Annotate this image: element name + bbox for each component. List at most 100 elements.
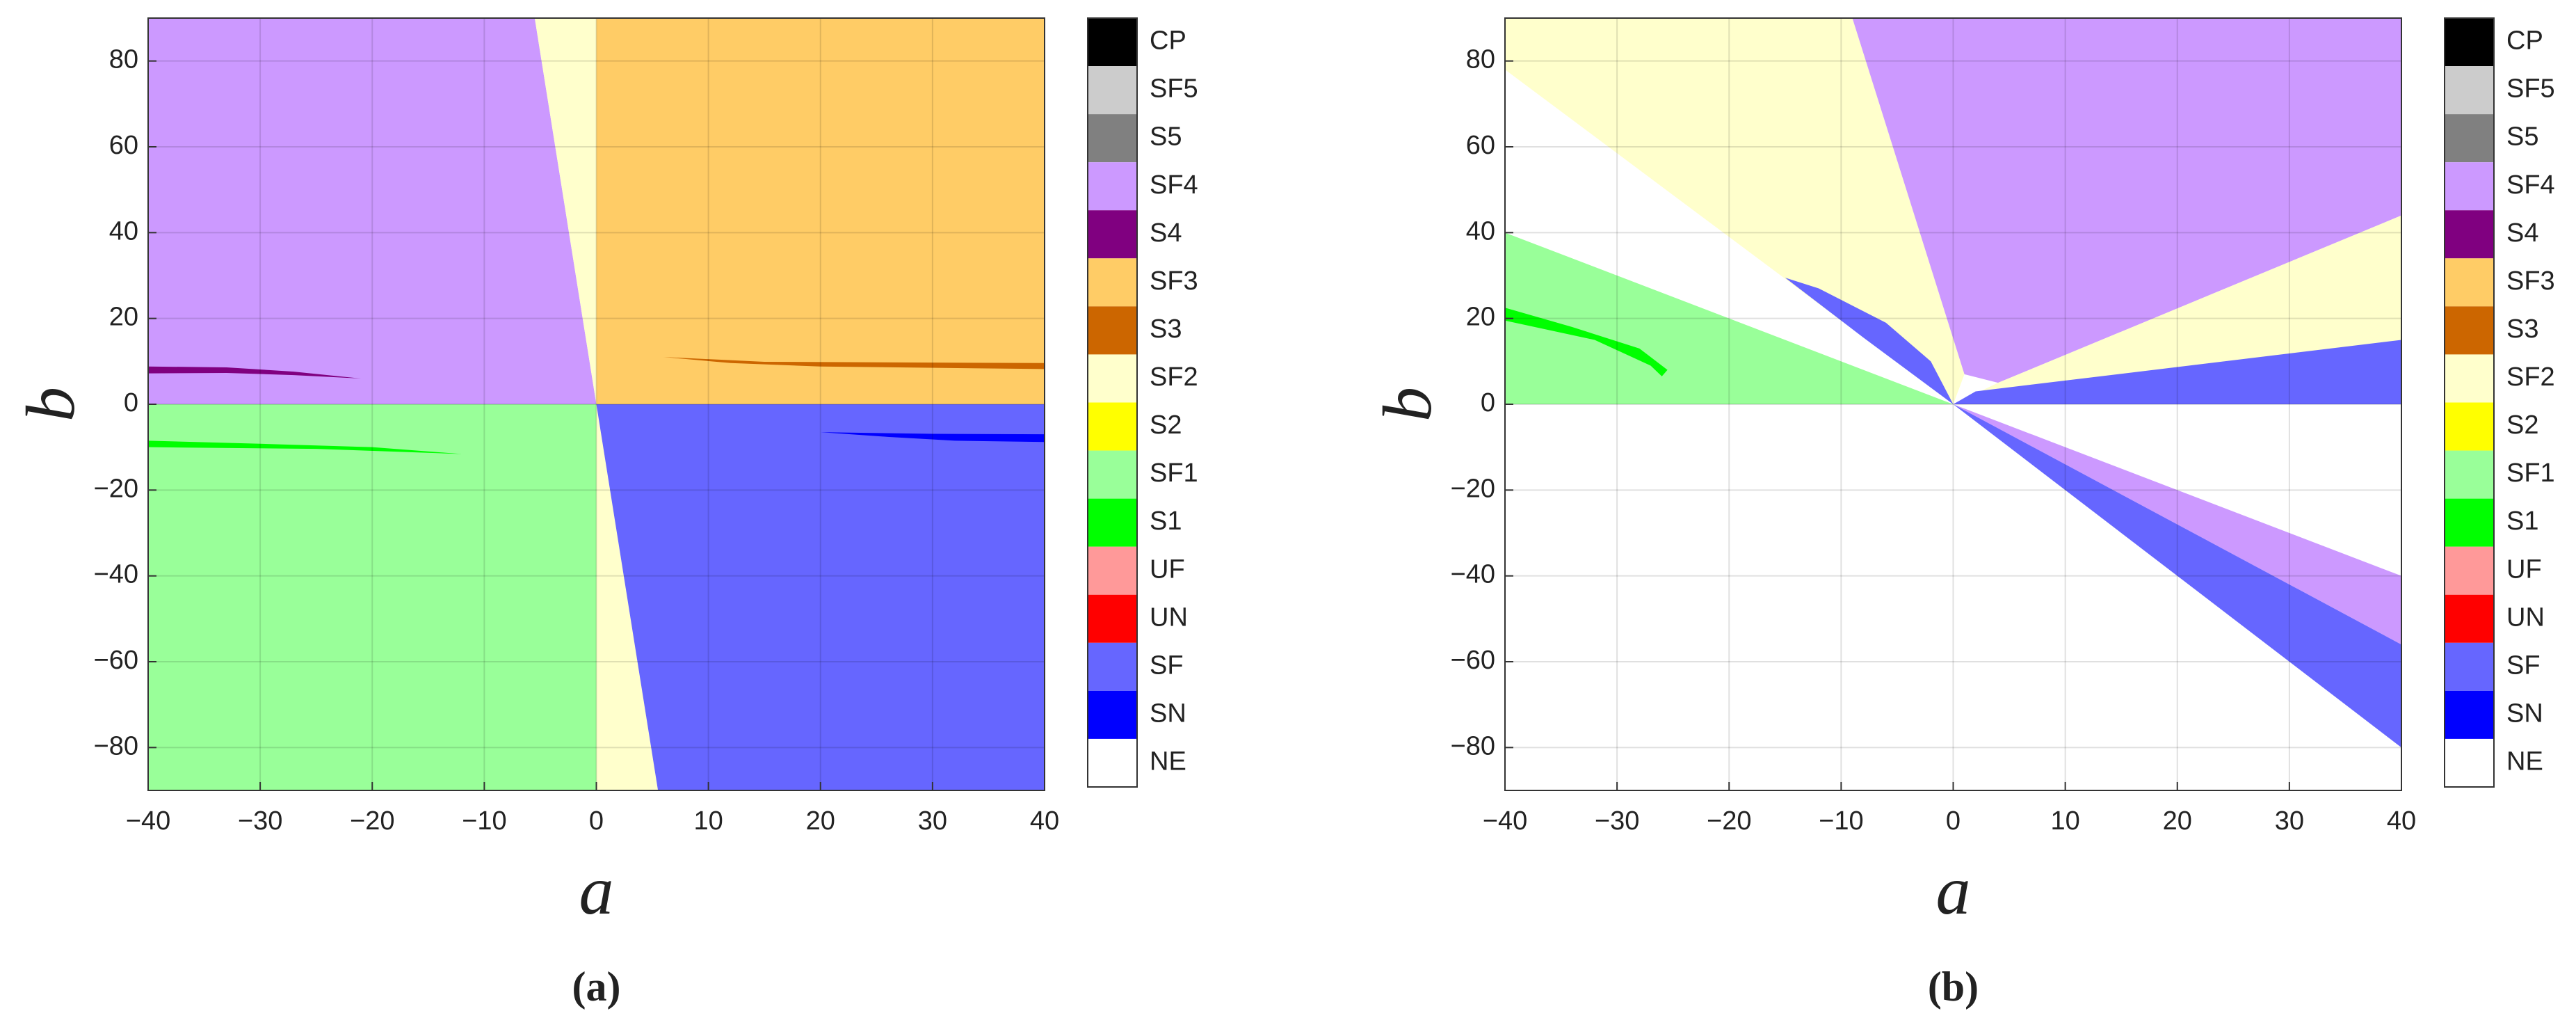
region bbox=[148, 366, 362, 379]
legend-swatch bbox=[1088, 306, 1137, 355]
legend-label: SF3 bbox=[1150, 266, 1198, 296]
legend-swatch bbox=[2445, 498, 2494, 547]
legend-label: SN bbox=[2506, 699, 2543, 728]
legend-swatch bbox=[2445, 66, 2494, 115]
legend-label: UN bbox=[1150, 603, 1188, 632]
region bbox=[534, 18, 597, 404]
x-tick-label: 0 bbox=[1946, 806, 1961, 836]
caption: (a) bbox=[572, 964, 621, 1010]
legend-label: S1 bbox=[2506, 507, 2538, 536]
y-tick-label: 40 bbox=[1466, 216, 1495, 246]
region bbox=[820, 432, 1045, 443]
y-tick-label: 0 bbox=[1481, 388, 1495, 417]
region bbox=[148, 404, 597, 790]
y-tick-label: −40 bbox=[1451, 560, 1495, 589]
y-tick-label: −60 bbox=[1451, 646, 1495, 675]
region bbox=[1505, 308, 1668, 376]
legend-swatch bbox=[1088, 114, 1137, 163]
legend-swatch bbox=[1088, 18, 1137, 67]
y-tick-label: −80 bbox=[1451, 731, 1495, 761]
y-axis-label: b bbox=[1369, 387, 1446, 422]
x-tick-label: −10 bbox=[462, 806, 506, 836]
legend-label: SF bbox=[2506, 651, 2541, 680]
region bbox=[1953, 340, 2401, 404]
legend-label: SF2 bbox=[1150, 363, 1198, 392]
legend-swatch bbox=[2445, 594, 2494, 643]
legend-swatch bbox=[2445, 690, 2494, 739]
legend-label: S4 bbox=[2506, 218, 2538, 248]
legend-swatch bbox=[1088, 258, 1137, 307]
legend-swatch bbox=[1088, 402, 1137, 451]
y-tick-label: 40 bbox=[109, 216, 138, 246]
legend-label: SF5 bbox=[1150, 74, 1198, 104]
x-tick-label: −20 bbox=[350, 806, 394, 836]
legend-label: NE bbox=[2506, 747, 2543, 777]
legend-label: S4 bbox=[1150, 218, 1182, 248]
legend-swatch bbox=[2445, 18, 2494, 67]
legend-label: SF5 bbox=[2506, 74, 2555, 104]
x-tick-label: 20 bbox=[2163, 806, 2192, 836]
region bbox=[148, 440, 462, 454]
legend-swatch bbox=[2445, 306, 2494, 355]
legend-label: S2 bbox=[1150, 411, 1182, 440]
legend-swatch bbox=[2445, 258, 2494, 307]
region bbox=[663, 357, 1045, 369]
region bbox=[1785, 278, 1954, 404]
caption: (b) bbox=[1928, 964, 1979, 1010]
x-tick-label: −10 bbox=[1819, 806, 1863, 836]
legend-swatch bbox=[1088, 450, 1137, 499]
y-tick-label: 80 bbox=[109, 45, 138, 74]
legend-swatch bbox=[1088, 162, 1137, 211]
region bbox=[596, 18, 1045, 404]
x-tick-label: −40 bbox=[1483, 806, 1527, 836]
region bbox=[1953, 215, 2401, 404]
legend-label: S1 bbox=[1150, 507, 1182, 536]
x-axis-label: a bbox=[1936, 852, 1971, 929]
y-tick-label: −60 bbox=[94, 646, 138, 675]
y-tick-label: −80 bbox=[94, 731, 138, 761]
legend-swatch bbox=[1088, 690, 1137, 739]
y-tick-label: 80 bbox=[1466, 45, 1495, 74]
legend-label: UF bbox=[1150, 555, 1185, 584]
legend-swatch bbox=[2445, 450, 2494, 499]
x-tick-label: 30 bbox=[2275, 806, 2304, 836]
legend-label: S3 bbox=[2506, 315, 2538, 344]
region bbox=[1852, 18, 2401, 383]
y-tick-label: 20 bbox=[1466, 303, 1495, 332]
legend-swatch bbox=[1088, 354, 1137, 403]
legend-label: UF bbox=[2506, 555, 2542, 584]
legend-label: SF1 bbox=[1150, 459, 1198, 488]
legend-swatch bbox=[2445, 354, 2494, 403]
legend-label: S2 bbox=[2506, 411, 2538, 440]
legend-swatch bbox=[2445, 162, 2494, 211]
x-tick-label: 40 bbox=[1030, 806, 1059, 836]
legend-label: NE bbox=[1150, 747, 1186, 777]
legend-swatch bbox=[2445, 402, 2494, 451]
legend-label: SF3 bbox=[2506, 266, 2555, 296]
y-tick-label: −20 bbox=[94, 474, 138, 503]
x-tick-label: 30 bbox=[918, 806, 947, 836]
y-tick-label: 20 bbox=[109, 303, 138, 332]
legend-label: SF4 bbox=[2506, 170, 2555, 200]
colorbar-frame bbox=[1087, 17, 1138, 788]
legend-swatch bbox=[1088, 498, 1137, 547]
plot-frame bbox=[147, 17, 1045, 791]
legend-swatch bbox=[1088, 594, 1137, 643]
legend-label: SF bbox=[1150, 651, 1184, 680]
y-axis-label: b bbox=[12, 387, 89, 422]
x-tick-label: 20 bbox=[806, 806, 835, 836]
legend-swatch bbox=[1088, 66, 1137, 115]
legend-swatch bbox=[1088, 546, 1137, 595]
legend-swatch bbox=[2445, 210, 2494, 259]
legend-swatch bbox=[2445, 546, 2494, 595]
y-tick-label: 60 bbox=[1466, 131, 1495, 160]
x-axis-label: a bbox=[579, 852, 614, 929]
x-tick-label: 10 bbox=[2050, 806, 2079, 836]
legend-label: SN bbox=[1150, 699, 1186, 728]
legend-label: S3 bbox=[1150, 315, 1182, 344]
legend-label: S5 bbox=[2506, 122, 2538, 152]
x-tick-label: −30 bbox=[1595, 806, 1639, 836]
region bbox=[148, 18, 597, 404]
colorbar-frame bbox=[2444, 17, 2495, 788]
x-tick-label: −40 bbox=[126, 806, 170, 836]
